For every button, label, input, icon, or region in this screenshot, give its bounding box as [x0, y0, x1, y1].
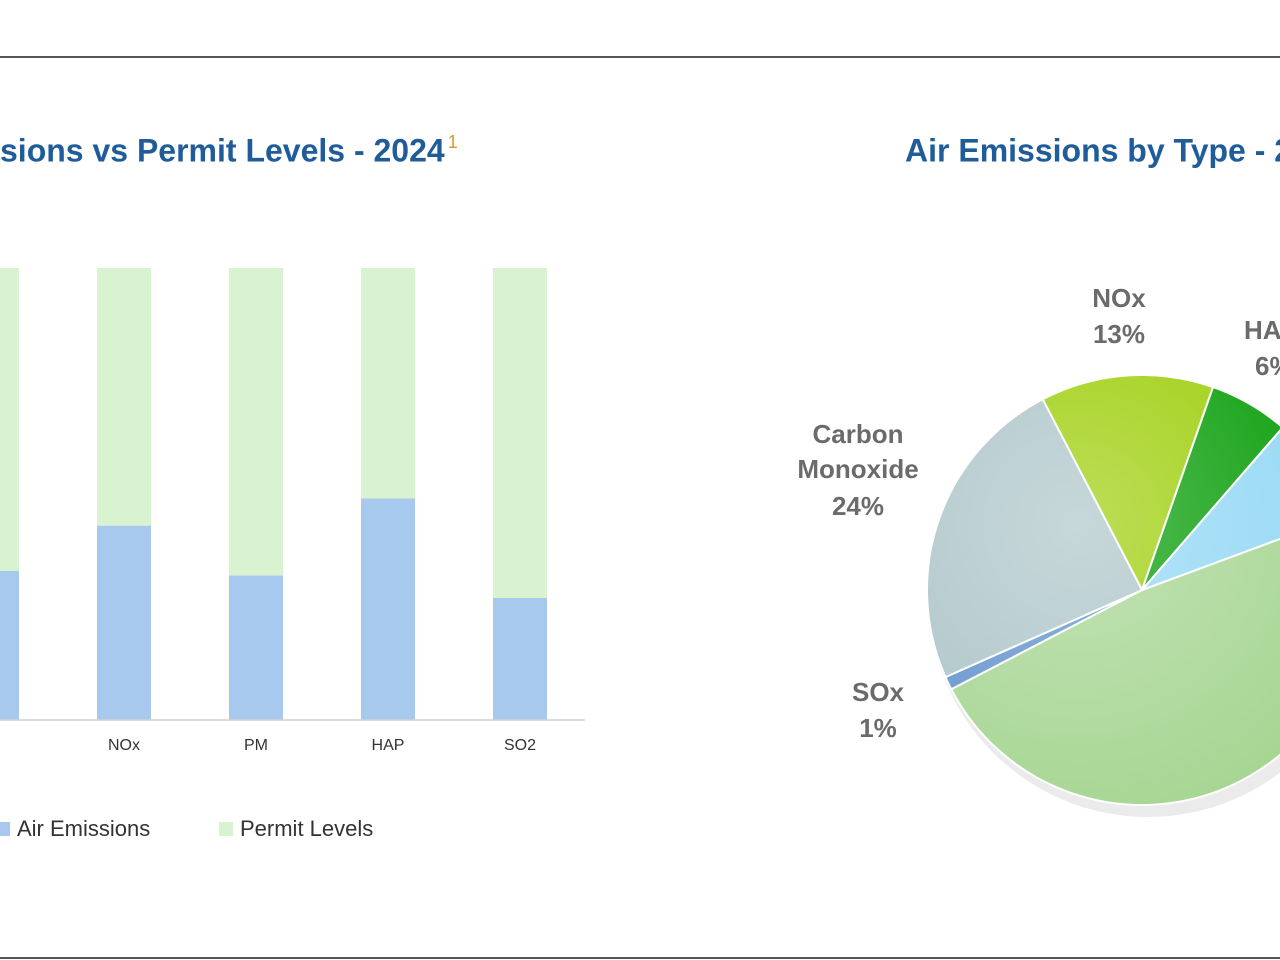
bar-segment — [97, 268, 151, 526]
x-tick-label: NOx — [108, 737, 140, 754]
chart-title: Air Emissions by Type - 2 — [905, 132, 1280, 168]
x-tick-label: PM — [244, 737, 268, 754]
pie-sheen — [927, 375, 1280, 805]
bar-segment — [97, 525, 151, 720]
legend-swatch — [219, 822, 233, 836]
bar-segment — [0, 570, 19, 720]
bar-segment — [0, 268, 19, 571]
chart-title: sions vs Permit Levels - 2024 — [0, 132, 445, 168]
legend-label: Permit Levels — [240, 816, 373, 841]
slice-label: SOx — [852, 677, 905, 707]
pie — [926, 374, 1280, 817]
x-tick-label: SO2 — [504, 737, 536, 754]
bar-segment — [493, 268, 547, 598]
bar-segment — [361, 498, 415, 720]
slice-label: Carbon Monoxide — [797, 419, 918, 484]
x-tick-label: HAP — [372, 737, 405, 754]
bar-segment — [229, 268, 283, 576]
title-superscript: 1 — [448, 132, 458, 152]
slice-value-label: 1% — [859, 713, 897, 743]
legend-label: Air Emissions — [17, 816, 150, 841]
bar-segment — [361, 268, 415, 499]
bar-segment — [229, 575, 283, 720]
slice-value-label: 6% — [1255, 351, 1280, 381]
slice-value-label: 24% — [832, 491, 884, 521]
legend-swatch — [0, 822, 10, 836]
bar-segment — [493, 597, 547, 720]
slice-value-label: 13% — [1093, 319, 1145, 349]
slice-label: NOx — [1092, 283, 1146, 313]
slice-label: HA — [1244, 315, 1280, 345]
